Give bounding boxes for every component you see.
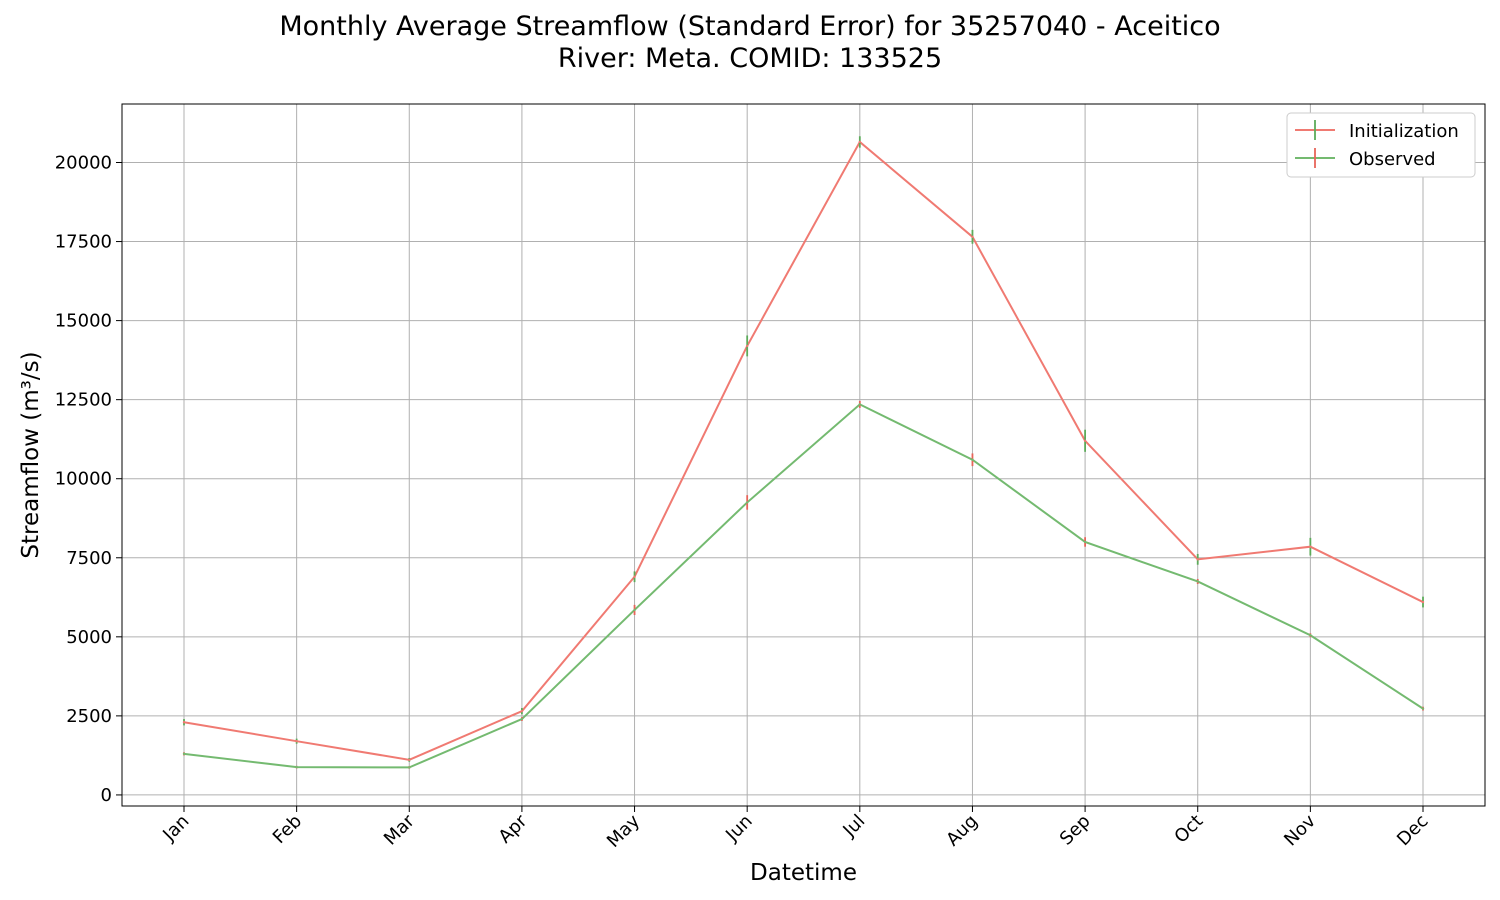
y-tick-label: 12500: [55, 390, 112, 411]
data-point: [1421, 707, 1425, 710]
x-tick-label: Sep: [1056, 811, 1095, 850]
data-point: [1309, 634, 1312, 637]
x-tick-label: Jun: [721, 811, 756, 846]
x-tick-label: Feb: [269, 811, 306, 848]
y-tick-label: 7500: [66, 548, 112, 569]
legend: Initialization Observed: [1286, 112, 1476, 178]
data-point: [858, 403, 862, 406]
series-layer: [182, 136, 1425, 769]
x-tick-label: Jan: [158, 811, 193, 846]
legend-label: Observed: [1349, 149, 1436, 170]
y-tick-label: 5000: [66, 627, 112, 648]
data-point: [745, 344, 749, 348]
y-tick-label: 20000: [55, 153, 112, 174]
data-point: [1083, 439, 1087, 442]
data-point: [295, 765, 298, 769]
data-point: [520, 717, 524, 721]
data-point: [1196, 558, 1199, 561]
x-tick-label: Dec: [1393, 811, 1432, 850]
y-tick-label: 10000: [55, 469, 112, 490]
data-point: [520, 709, 524, 713]
chart-title: Monthly Average Streamflow (Standard Err…: [279, 11, 1221, 42]
legend-label: Initialization: [1349, 121, 1459, 142]
x-tick-label: Apr: [495, 810, 532, 847]
data-point: [633, 608, 636, 612]
data-point: [1309, 545, 1312, 548]
series-line: [183, 140, 1424, 761]
data-point: [408, 758, 411, 762]
x-tick-label: Mar: [380, 810, 419, 849]
data-point: [295, 739, 298, 743]
x-tick-label: May: [603, 810, 644, 851]
data-point: [633, 575, 636, 578]
y-tick-label: 17500: [55, 232, 112, 253]
grid: [122, 104, 1485, 806]
x-tick-label: Aug: [942, 811, 982, 851]
plot-frame: [121, 103, 1486, 807]
x-tick-label: Nov: [1280, 810, 1320, 850]
x-tick-label: Jul: [838, 811, 869, 842]
data-point: [1421, 600, 1425, 604]
data-point: [1196, 580, 1199, 583]
y-tick-label: 15000: [55, 311, 112, 332]
y-tick-label: 0: [101, 785, 112, 806]
data-point: [745, 501, 749, 504]
y-tick-label: 2500: [66, 706, 112, 727]
data-point: [182, 752, 186, 756]
series-line: [183, 403, 1424, 769]
axes: Jan Feb Mar Apr May Jun Jul Aug Sep Oct Nov Dec 0 250…: [55, 153, 1433, 852]
data-point: [971, 235, 974, 239]
data-point: [1083, 540, 1087, 544]
data-point: [408, 766, 411, 769]
data-point: [182, 721, 186, 724]
x-tick-label: Oct: [1170, 811, 1207, 848]
data-point: [971, 458, 974, 461]
x-axis-label: Datetime: [750, 860, 857, 886]
chart-subtitle: River: Meta. COMID: 133525: [557, 43, 943, 74]
data-point: [858, 140, 862, 144]
y-axis-label: Streamflow (m³/s): [18, 351, 44, 558]
